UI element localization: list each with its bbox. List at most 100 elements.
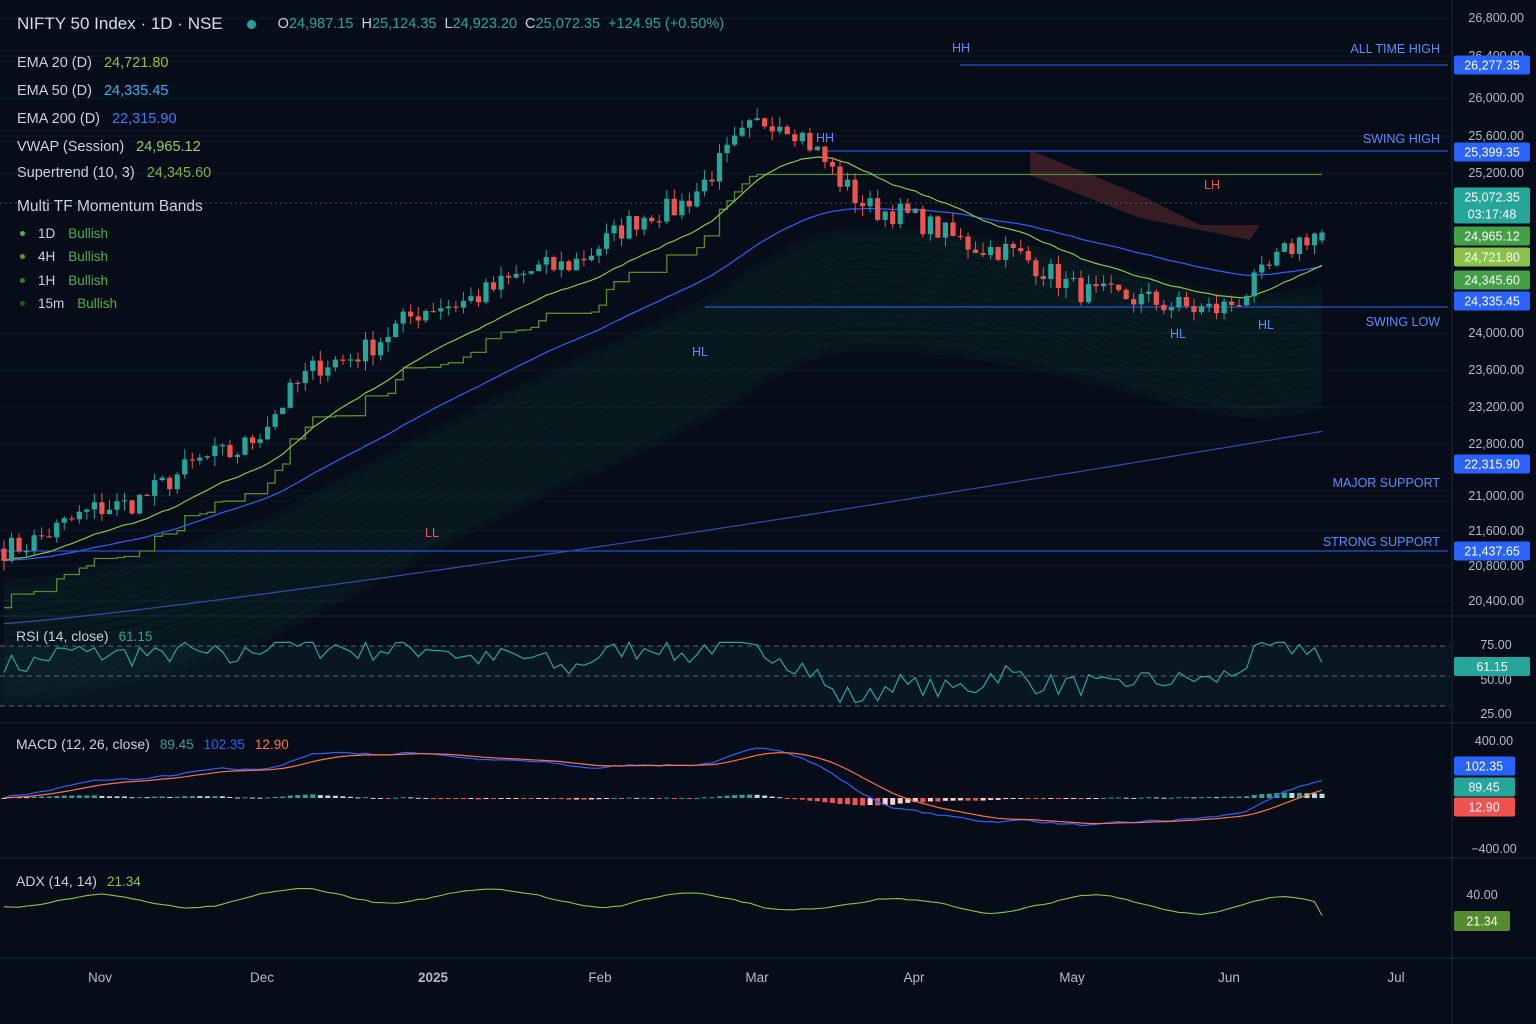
price-tag-bg — [1454, 541, 1530, 561]
macd-histogram-bar — [513, 798, 519, 799]
price-tag-bg — [1454, 247, 1530, 267]
candle-body — [558, 261, 564, 270]
indicator-value: 24,335.45 — [103, 83, 169, 99]
price-tag-text: 26,277.35 — [1464, 59, 1520, 73]
macd-histogram-bar — [483, 798, 489, 799]
candle-body — [197, 457, 203, 461]
candle-body — [536, 264, 542, 272]
candle-body — [114, 501, 120, 510]
macd-histogram-bar — [468, 798, 474, 800]
indicator-ema20[interactable]: EMA 20 (D) 24,721.80 — [17, 55, 168, 71]
candle-body — [16, 537, 22, 552]
candle-bullish — [347, 353, 354, 368]
mtf-bands-title[interactable]: Multi TF Momentum Bands — [17, 198, 203, 215]
candle-bullish — [521, 270, 527, 284]
macd-legend[interactable]: MACD (12, 26, close) 89.45 102.35 12.90 — [16, 736, 289, 752]
price-axis: 26,800.0026,400.0026,000.0025,600.0025,2… — [1454, 11, 1530, 608]
candle-body — [875, 198, 881, 220]
indicator-supertrend[interactable]: Supertrend (10, 3) 24,345.60 — [17, 165, 211, 181]
price-tag-bg — [1454, 204, 1530, 224]
candle-body — [242, 437, 248, 455]
candle-bearish — [1055, 255, 1061, 297]
candle-bearish — [1131, 293, 1137, 313]
indicator-vwap[interactable]: VWAP (Session) 24,965.12 — [17, 139, 201, 155]
macd-tag-text: 102.35 — [1465, 760, 1503, 774]
candle-bearish — [167, 475, 173, 497]
candle-body — [897, 203, 903, 225]
candle-bearish — [317, 350, 323, 384]
macd-histogram-bar — [671, 798, 677, 799]
candle-body — [430, 311, 436, 313]
macd-histogram-bar — [1040, 798, 1046, 800]
macd-line — [3, 747, 1323, 827]
macd-histogram-bar — [724, 795, 730, 798]
candle-bullish — [942, 222, 949, 247]
indicator-ema200[interactable]: EMA 200 (D) 22,315.90 — [17, 111, 177, 127]
candle-body — [1281, 243, 1287, 252]
macd-histogram-bar — [739, 794, 745, 798]
candle-bullish — [1070, 270, 1077, 282]
symbol-title[interactable]: NIFTY 50 Index · 1D · NSE — [17, 14, 223, 33]
candle-bearish — [671, 189, 677, 216]
candle-bullish — [197, 453, 203, 465]
macd-histogram-bar — [347, 796, 353, 798]
adx-legend[interactable]: ADX (14, 14) 21.34 — [16, 873, 141, 889]
candle-body — [1153, 291, 1159, 305]
macd-histogram-bar — [1206, 796, 1212, 798]
price-tick: 21,000.00 — [1468, 489, 1524, 503]
price-tag-text: 24,721.80 — [1464, 251, 1520, 265]
rsi-tick: 75.00 — [1480, 638, 1511, 652]
candle-bullish — [1259, 255, 1265, 280]
rsi-legend[interactable]: RSI (14, close) 61.15 — [16, 628, 152, 644]
candle-body — [91, 502, 97, 510]
candle-bullish — [1063, 271, 1069, 299]
candle-bullish — [212, 437, 218, 467]
level-label: MAJOR SUPPORT — [1333, 476, 1441, 490]
macd-histogram-bar — [1168, 797, 1174, 799]
macd-signal-value: 12.90 — [254, 737, 289, 752]
candle-bullish — [1085, 275, 1092, 304]
candle-body — [506, 275, 512, 278]
macd-histogram-bar — [980, 798, 986, 801]
candle-bearish — [227, 439, 233, 459]
macd-histogram-bar — [1153, 797, 1159, 799]
candle-bearish — [1183, 291, 1190, 309]
candle-body — [716, 153, 723, 182]
candle-bullish — [588, 248, 595, 262]
candle-bearish — [875, 189, 881, 222]
macd-histogram-bar — [1244, 796, 1250, 798]
macd-histogram-bar — [453, 798, 459, 799]
candle-body — [920, 208, 926, 235]
macd-histogram-bar — [84, 795, 90, 798]
macd-histogram-bar — [1093, 798, 1099, 799]
candle-bullish — [265, 416, 271, 441]
macd-histogram-bar — [430, 798, 436, 799]
candle-body — [1040, 276, 1046, 279]
price-tag-text: 22,315.90 — [1464, 458, 1520, 472]
candle-body — [905, 203, 911, 213]
price-tag: 24,345.60 — [1454, 270, 1530, 290]
candle-body — [1055, 264, 1061, 289]
candle-body — [1229, 301, 1235, 306]
macd-histogram-bar — [506, 798, 512, 799]
macd-hist-value: 89.45 — [159, 737, 194, 752]
candle-body — [302, 370, 308, 384]
time-tick: Feb — [588, 970, 611, 985]
macd-histogram-bar — [475, 798, 481, 800]
macd-histogram-bar — [204, 796, 210, 798]
macd-signal-line — [3, 752, 1323, 825]
macd-histogram-bar — [573, 798, 579, 800]
candle-body — [370, 339, 376, 356]
candle-bearish — [1229, 295, 1235, 312]
candle-bullish — [106, 499, 113, 515]
indicator-ema50[interactable]: EMA 50 (D) 24,335.45 — [17, 83, 168, 99]
candle-bullish — [611, 219, 617, 242]
candle-bearish — [784, 124, 790, 135]
candle-bullish — [1003, 236, 1009, 268]
rsi-label: RSI (14, close) — [16, 628, 109, 644]
candle-body — [573, 258, 579, 271]
candle-bearish — [1123, 287, 1129, 300]
candle-body — [121, 500, 128, 502]
price-tick: 21,600.00 — [1468, 524, 1524, 538]
